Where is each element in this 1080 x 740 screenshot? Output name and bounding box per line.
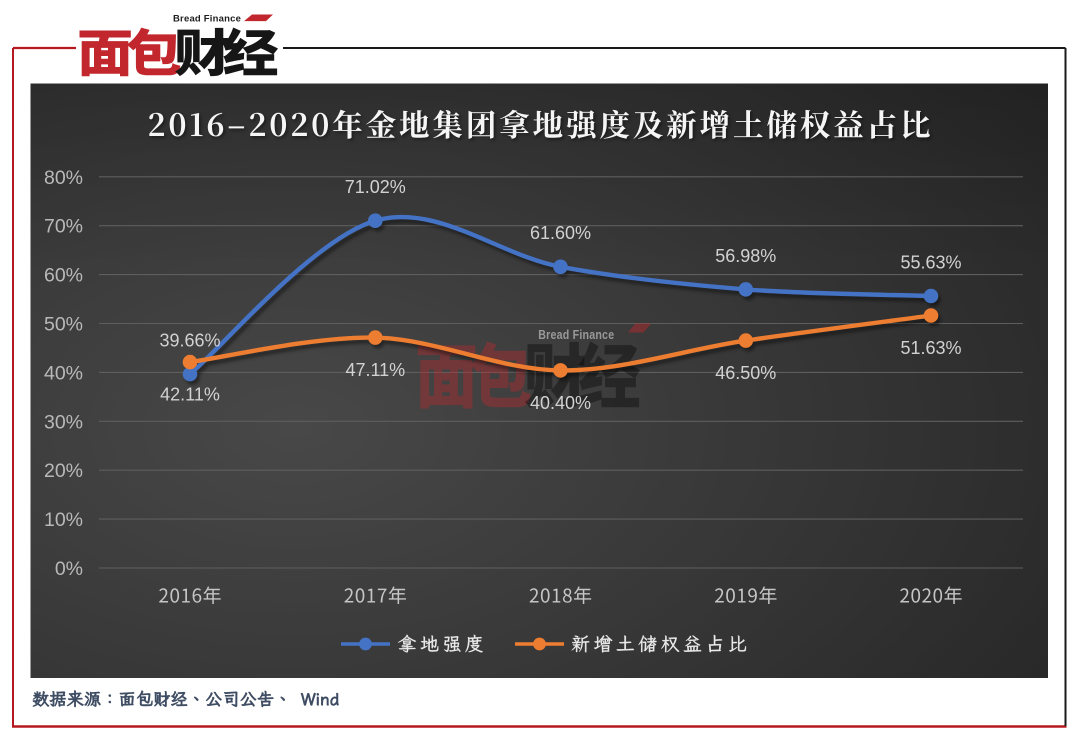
svg-text:60%: 60% <box>44 265 83 287</box>
svg-text:80%: 80% <box>44 167 83 189</box>
svg-text:39.66%: 39.66% <box>159 331 220 351</box>
svg-text:50%: 50% <box>44 314 83 336</box>
svg-text:46.50%: 46.50% <box>715 363 776 383</box>
svg-text:Bread Finance: Bread Finance <box>173 14 241 25</box>
svg-text:47.11%: 47.11% <box>345 360 405 380</box>
svg-text:71.02%: 71.02% <box>345 177 406 197</box>
svg-text:56.98%: 56.98% <box>715 246 776 266</box>
svg-text:55.63%: 55.63% <box>900 252 961 272</box>
svg-text:40.40%: 40.40% <box>530 393 591 413</box>
svg-text:42.11%: 42.11% <box>160 385 220 405</box>
svg-text:10%: 10% <box>44 509 83 531</box>
svg-text:70%: 70% <box>44 216 83 238</box>
svg-text:0%: 0% <box>55 558 83 580</box>
svg-text:30%: 30% <box>44 411 83 433</box>
svg-text:20%: 20% <box>44 460 83 482</box>
svg-text:Bread Finance: Bread Finance <box>538 327 614 342</box>
svg-text:51.63%: 51.63% <box>900 338 961 358</box>
svg-text:40%: 40% <box>44 362 83 384</box>
svg-text:61.60%: 61.60% <box>530 223 591 243</box>
